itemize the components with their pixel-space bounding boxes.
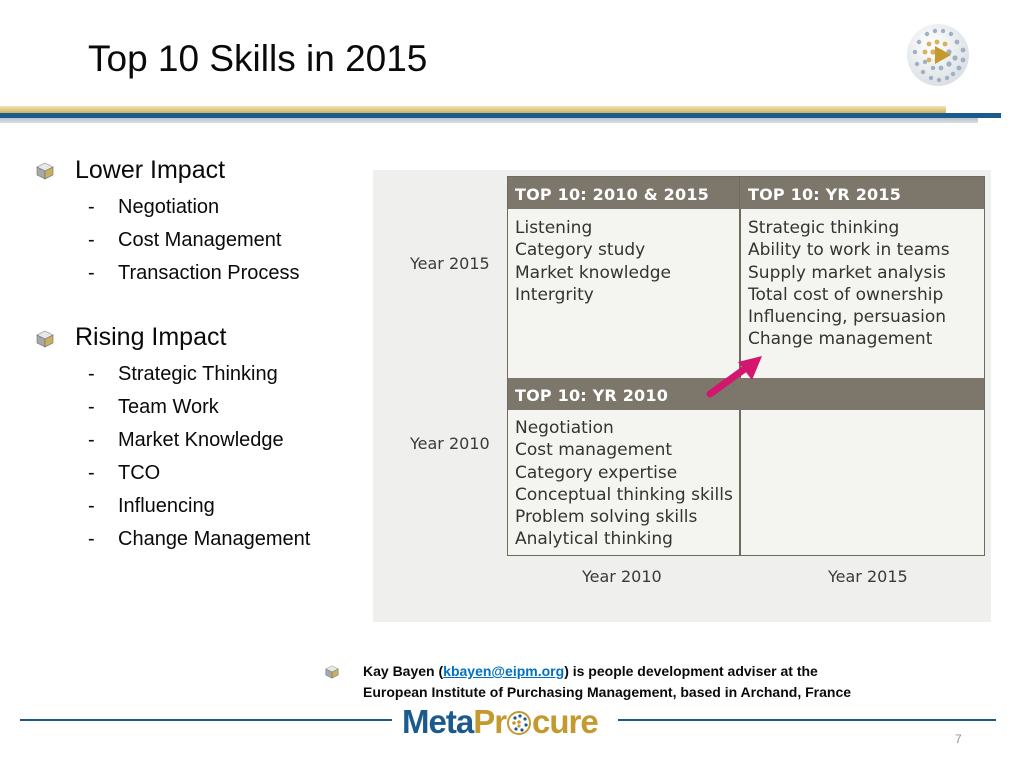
list-item: Total cost of ownership	[748, 284, 944, 305]
section-heading-lower-impact: Lower Impact	[75, 156, 226, 184]
cube-bullet-icon	[36, 330, 54, 348]
list-item: Influencing, persuasion	[748, 307, 946, 328]
email-link[interactable]: kbayen@eipm.org	[443, 663, 565, 679]
header-yr-2010: TOP 10: YR 2010	[515, 386, 669, 405]
grid-divider	[739, 176, 741, 556]
header-bar	[508, 177, 739, 209]
header-bar	[740, 177, 984, 209]
footer-rule	[20, 719, 392, 721]
page-number: 7	[955, 732, 962, 746]
list-item: - Team Work	[88, 396, 219, 418]
list-item: Listening	[515, 218, 593, 238]
list-item: Category study	[515, 240, 646, 261]
list-item: - TCO	[88, 462, 161, 484]
footer-rule	[618, 719, 996, 721]
column-label-year-2015: Year 2015	[828, 567, 908, 586]
list-yr-2010: Negotiation Cost management Category exp…	[515, 417, 733, 551]
author-footnote: Kay Bayen (kbayen@eipm.org) is people de…	[363, 663, 852, 700]
trend-arrow-icon	[706, 356, 762, 398]
list-item: Supply market analysis	[748, 262, 946, 283]
list-item: - Negotiation	[88, 196, 220, 218]
list-item: Conceptual thinking skills	[515, 484, 733, 505]
list-item: - Strategic Thinking	[88, 363, 278, 385]
list-item: - Transaction Process	[88, 262, 300, 284]
list-item: Market knowledge	[515, 262, 671, 283]
list-yr-2015: Strategic thinking Ability to work in te…	[748, 217, 950, 351]
list-item: Intergrity	[515, 284, 594, 305]
header-2010-2015: TOP 10: 2010 & 2015	[515, 185, 710, 204]
list-item: Change management	[748, 329, 933, 350]
header-bar	[508, 378, 984, 410]
header-rule-gold	[0, 106, 946, 114]
list-item: - Market Knowledge	[88, 429, 284, 451]
list-item: Category expertise	[515, 462, 678, 483]
list-item: - Cost Management	[88, 229, 282, 251]
cube-bullet-icon	[325, 665, 339, 679]
list-item: - Change Management	[88, 528, 311, 550]
column-label-year-2010: Year 2010	[582, 567, 662, 586]
section-heading-rising-impact: Rising Impact	[75, 323, 227, 351]
slide-title: Top 10 Skills in 2015	[88, 38, 428, 79]
row-label-year-2010: Year 2010	[410, 434, 490, 453]
globe-o-icon	[507, 711, 532, 735]
header-rule-blue	[0, 113, 1001, 118]
globe-logo-icon	[907, 24, 969, 86]
row-label-year-2015: Year 2015	[410, 254, 490, 273]
list-item: Analytical thinking	[515, 529, 673, 550]
list-item: - Influencing	[88, 495, 215, 517]
metaprocure-logo: MetaPr cure	[402, 703, 599, 740]
header-yr-2015: TOP 10: YR 2015	[748, 185, 902, 204]
list-item: Problem solving skills	[515, 507, 698, 528]
list-2010-2015: Listening Category study Market knowledg…	[515, 217, 671, 306]
cube-bullet-icon	[36, 162, 54, 180]
list-item: Negotiation	[515, 418, 614, 438]
header-rule-gray	[0, 118, 978, 123]
list-item: Cost management	[515, 440, 673, 461]
list-item: Ability to work in teams	[748, 240, 950, 261]
list-item: Strategic thinking	[748, 218, 900, 238]
